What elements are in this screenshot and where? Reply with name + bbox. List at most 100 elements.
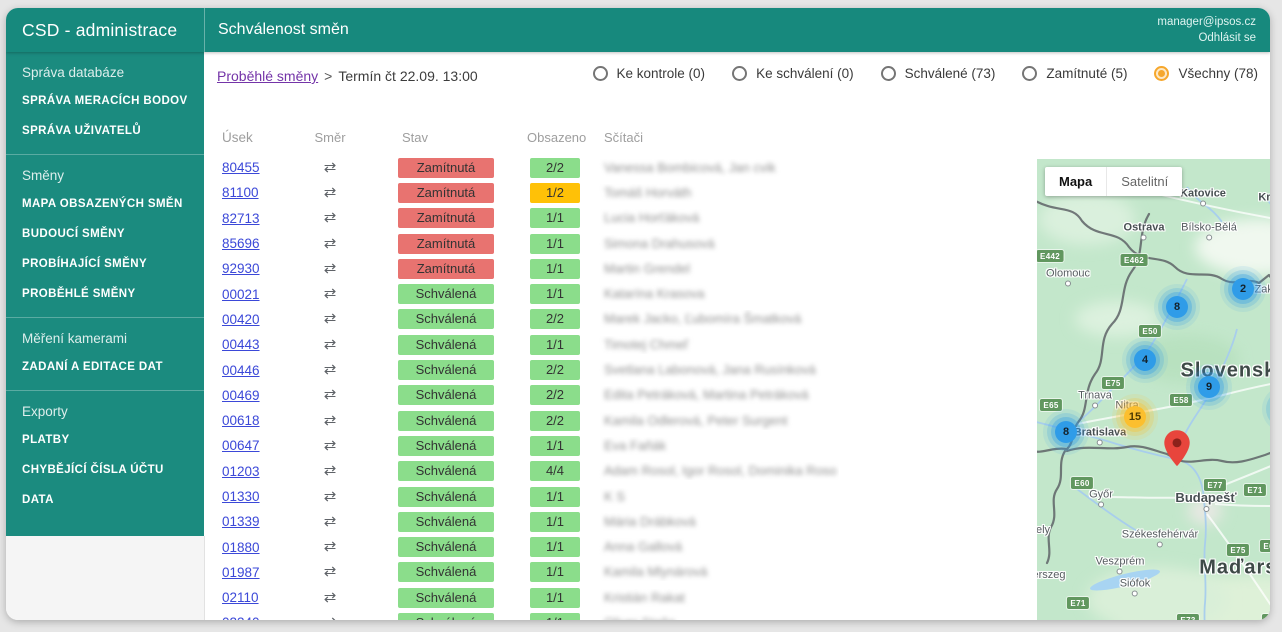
direction-both-icon: ⇄ (324, 336, 337, 353)
counters-names-blurred: Oliver Staňa (604, 615, 676, 620)
road-badge-e60: E60 (1260, 540, 1270, 552)
header-divider (204, 8, 205, 52)
counters-names-blurred: Marek Jacko, Ľubomíra Šmatková (604, 311, 801, 326)
direction-both-icon: ⇄ (324, 437, 337, 454)
map-cluster-blue-8[interactable]: 8 (1055, 421, 1077, 443)
usek-link-00469[interactable]: 00469 (222, 388, 260, 403)
usek-link-00443[interactable]: 00443 (222, 337, 260, 352)
table-row: 85696⇄Zamítnutá1/1Simona Drahusová (205, 231, 839, 256)
direction-both-icon: ⇄ (324, 285, 337, 302)
status-badge: Schválená (398, 360, 494, 380)
map-button[interactable]: Mapa (1045, 167, 1106, 196)
usek-link-00446[interactable]: 00446 (222, 363, 260, 378)
occupancy-badge: 1/1 (530, 512, 580, 532)
direction-both-icon: ⇄ (324, 209, 337, 226)
sidebar-item-platby[interactable]: PLATBY (6, 425, 204, 455)
usek-link-00021[interactable]: 00021 (222, 287, 260, 302)
sidebar-item-probehle-smeny[interactable]: PROBĚHLÉ SMĚNY (6, 279, 204, 309)
road-badge-e77: E77 (1204, 479, 1226, 491)
usek-link-01987[interactable]: 01987 (222, 565, 260, 580)
usek-link-92930[interactable]: 92930 (222, 261, 260, 276)
filter-vsechny-78[interactable]: Všechny (78) (1154, 66, 1258, 81)
map-cluster-blue-9[interactable]: 9 (1198, 376, 1220, 398)
road-badge-e73: E73 (1177, 614, 1199, 620)
occupancy-badge: 2/2 (530, 385, 580, 405)
radio-unselected-icon[interactable] (1022, 66, 1037, 81)
table-row: 02110⇄Schválená1/1Kristián Rakat (205, 585, 839, 610)
table-header-row: ÚsekSměrStavObsazenoSčítači (205, 125, 839, 149)
map-cluster-yellow-15[interactable]: 15 (1124, 406, 1146, 428)
breadcrumb-link-probehle-smeny[interactable]: Proběhlé směny (217, 68, 318, 84)
status-badge: Zamítnutá (398, 259, 494, 279)
sidebar-item-probihajici-smeny[interactable]: PROBÍHAJÍCÍ SMĚNY (6, 249, 204, 279)
status-badge: Schválená (398, 309, 494, 329)
usek-link-00618[interactable]: 00618 (222, 413, 260, 428)
usek-link-82713[interactable]: 82713 (222, 211, 260, 226)
direction-both-icon: ⇄ (324, 462, 337, 479)
direction-both-icon: ⇄ (324, 159, 337, 176)
usek-link-00647[interactable]: 00647 (222, 438, 260, 453)
occupancy-badge: 1/1 (530, 562, 580, 582)
direction-both-icon: ⇄ (324, 235, 337, 252)
counters-names-blurred: Eva Faňák (604, 438, 666, 453)
filter-label: Zamítnuté (5) (1046, 66, 1127, 81)
usek-link-81100[interactable]: 81100 (222, 185, 259, 200)
sidebar-item-mapa-obsazenych-smen[interactable]: MAPA OBSAZENÝCH SMĚN (6, 189, 204, 219)
road-badge-e75: E75 (1102, 377, 1124, 389)
occupancy-badge: 1/1 (530, 335, 580, 355)
status-badge: Schválená (398, 335, 494, 355)
sidebar-item-data[interactable]: DATA (6, 485, 204, 515)
road-badge-e442: E442 (1037, 250, 1063, 262)
occupancy-badge: 2/2 (530, 158, 580, 178)
map-cluster-blue-2[interactable]: 2 (1232, 278, 1254, 300)
usek-link-01203[interactable]: 01203 (222, 464, 260, 479)
status-badge: Zamítnutá (398, 234, 494, 254)
table-row: 92930⇄Zamítnutá1/1Martin Grendel (205, 256, 839, 281)
usek-link-00420[interactable]: 00420 (222, 312, 260, 327)
app-window: CSD - administrace Schválenost směn mana… (6, 8, 1270, 620)
status-badge: Schválená (398, 487, 494, 507)
status-badge: Schválená (398, 613, 494, 620)
sidebar-spacer (6, 536, 205, 620)
usek-link-02110[interactable]: 02110 (222, 590, 259, 605)
sidebar-item-zadani-a-editace-dat[interactable]: ZADANÍ A EDITACE DAT (6, 352, 204, 382)
sidebar-section-header: Exporty (6, 393, 204, 425)
occupancy-badge: 1/1 (530, 234, 580, 254)
map-cluster-blue-8[interactable]: 8 (1166, 296, 1188, 318)
table-row: 00420⇄Schválená2/2Marek Jacko, Ľubomíra … (205, 307, 839, 332)
radio-unselected-icon[interactable] (881, 66, 896, 81)
table-row: 01880⇄Schválená1/1Anna Gallová (205, 534, 839, 559)
radio-unselected-icon[interactable] (593, 66, 608, 81)
radio-selected-icon[interactable] (1154, 66, 1169, 81)
map-pin-red[interactable] (1164, 430, 1190, 466)
map-cluster-blue-4[interactable]: 4 (1134, 349, 1156, 371)
table-row: 01339⇄Schválená1/1Mária Drábková (205, 509, 839, 534)
usek-link-01339[interactable]: 01339 (222, 514, 260, 529)
filter-zamitnute-5[interactable]: Zamítnuté (5) (1022, 66, 1127, 81)
usek-link-01880[interactable]: 01880 (222, 540, 260, 555)
sidebar-item-chybejici-cisla-uctu[interactable]: CHYBĚJÍCÍ ČÍSLA ÚČTU (6, 455, 204, 485)
col-header-obsazeno: Obsazeno (494, 130, 580, 145)
filter-label: Ke kontrole (0) (617, 66, 706, 81)
shifts-table: ÚsekSměrStavObsazenoSčítači 80455 ⇄ Zamítnu… (205, 125, 839, 620)
satellite-button[interactable]: Satelitní (1106, 167, 1182, 196)
filter-ke-kontrole-0[interactable]: Ke kontrole (0) (593, 66, 706, 81)
sidebar-item-sprava-uzivatelu[interactable]: SPRÁVA UŽIVATELŮ (6, 116, 204, 146)
usek-link-85696[interactable]: 85696 (222, 236, 260, 251)
occupancy-badge: 2/2 (530, 411, 580, 431)
map-panel[interactable]: KatoviceKrakovTarnovŘešovMielecOstravaBí… (1037, 159, 1270, 620)
usek-link-80455[interactable]: 80455 (222, 160, 260, 175)
user-email: manager@ipsos.cz (1157, 14, 1256, 30)
occupancy-badge: 4/4 (530, 461, 580, 481)
sidebar-item-sprava-meracich-bodov[interactable]: SPRÁVA MERACÍCH BODOV (6, 86, 204, 116)
radio-unselected-icon[interactable] (732, 66, 747, 81)
sidebar-item-budouci-smeny[interactable]: BUDOUCÍ SMĚNY (6, 219, 204, 249)
filter-schvalene-73[interactable]: Schválené (73) (881, 66, 996, 81)
filter-ke-schvaleni-0[interactable]: Ke schválení (0) (732, 66, 854, 81)
usek-link-02340[interactable]: 02340 (222, 615, 260, 620)
counters-names-blurred: Anna Gallová (604, 539, 682, 554)
road-badge-e60: E60 (1071, 477, 1093, 489)
usek-link-01330[interactable]: 01330 (222, 489, 260, 504)
status-badge: Schválená (398, 588, 494, 608)
logout-link[interactable]: Odhlásit se (1157, 30, 1256, 46)
